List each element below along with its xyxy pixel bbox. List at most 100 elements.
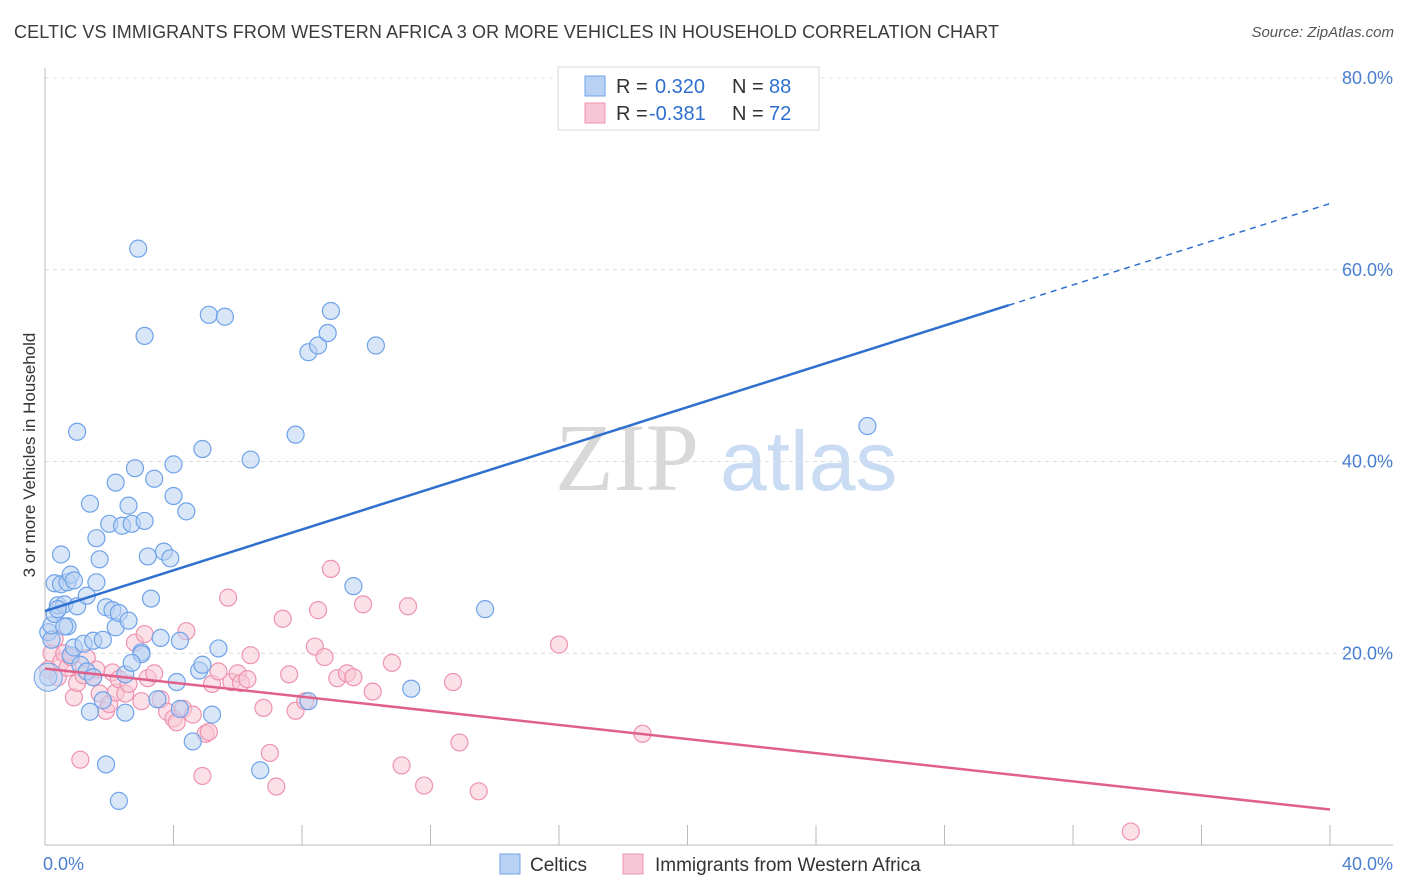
celtics-point-71 <box>286 425 305 444</box>
immigrants-point-55 <box>315 647 334 667</box>
gridlines <box>45 77 1393 654</box>
trend-lines <box>44 202 1331 811</box>
legend-swatch-celtics <box>584 75 606 97</box>
celtics-point-34 <box>106 473 125 492</box>
celtics-point-24 <box>84 668 103 687</box>
bottom-legend-celtics: Celtics <box>530 855 587 876</box>
immigrants-point-67 <box>450 733 469 752</box>
celtics-point-70 <box>251 761 270 780</box>
immigrants-trend-line <box>44 667 1331 811</box>
celtics-point-56 <box>164 455 183 474</box>
celtics-point-49 <box>138 547 157 566</box>
celtics-point-85 <box>93 630 112 649</box>
celtics-point-81 <box>858 416 877 436</box>
celtics-point-86 <box>122 653 141 672</box>
celtics-point-67 <box>209 639 228 658</box>
immigrants-point-62 <box>382 653 402 672</box>
celtics-point-84 <box>55 617 74 636</box>
immigrants-point-69 <box>549 635 569 654</box>
celtics-point-16 <box>68 422 87 441</box>
immigrants-point-71 <box>1121 822 1140 841</box>
immigrants-point-47 <box>260 743 279 763</box>
immigrants-point-46 <box>254 698 273 717</box>
legend-swatch-immigrants <box>584 102 606 124</box>
immigrants-point-61 <box>363 682 382 701</box>
watermark: ZIP atlas <box>555 404 897 511</box>
celtics-point-80 <box>476 600 495 619</box>
celtics-point-73 <box>299 692 318 711</box>
x-tick-label-min: 0.0% <box>43 854 84 874</box>
celtics-point-41 <box>119 496 138 515</box>
series-celtics-points <box>33 239 877 810</box>
chart-source: Source: ZipAtlas.com <box>1251 24 1394 41</box>
celtics-point-52 <box>148 690 167 709</box>
celtics-point-77 <box>344 577 363 596</box>
immigrants-point-27 <box>145 664 164 683</box>
immigrants-point-54 <box>308 601 328 620</box>
celtics-point-69 <box>241 450 260 469</box>
watermark-zip: ZIP <box>555 404 699 511</box>
immigrants-point-59 <box>344 668 363 687</box>
axes <box>44 68 1393 846</box>
legend-n-label-2: N = <box>732 103 764 125</box>
celtics-point-47 <box>135 326 154 346</box>
legend-bottom: Celtics Immigrants from Western Africa <box>499 853 921 876</box>
celtics-point-66 <box>202 705 222 724</box>
y-tick-label-1: 40.0% <box>1342 452 1393 472</box>
celtics-point-58 <box>170 631 190 650</box>
celtics-point-25 <box>87 529 106 548</box>
bottom-legend-swatch-celtics <box>499 853 521 875</box>
celtics-point-51 <box>145 469 164 488</box>
y-tick-label-2: 60.0% <box>1342 260 1393 280</box>
legend-r-value-1: 0.320 <box>655 76 705 98</box>
celtics-point-50 <box>141 589 161 608</box>
immigrants-point-64 <box>398 597 418 616</box>
celtics-point-75 <box>318 323 337 343</box>
immigrants-point-56 <box>321 559 341 578</box>
immigrants-point-40 <box>219 588 238 607</box>
legend-top: R = 0.320 N = 88 R = -0.381 N = 72 <box>557 66 820 131</box>
celtics-point-38 <box>116 703 135 722</box>
celtics-point-68 <box>215 307 234 326</box>
immigrants-point-37 <box>199 722 218 741</box>
celtics-point-64 <box>193 439 212 459</box>
celtics-point-21 <box>80 494 100 513</box>
celtics-point-76 <box>321 301 341 321</box>
immigrants-point-45 <box>241 646 260 665</box>
celtics-point-26 <box>87 573 106 592</box>
immigrants-point-10 <box>71 750 90 769</box>
celtics-point-48 <box>135 511 154 531</box>
celtics-point-36 <box>109 791 128 810</box>
immigrants-point-25 <box>135 624 154 644</box>
celtics-point-7 <box>51 545 71 564</box>
immigrants-point-50 <box>280 665 299 684</box>
celtics-point-59 <box>170 699 190 718</box>
celtics-point-large <box>33 662 63 692</box>
celtics-point-28 <box>93 691 112 710</box>
legend-n-value-1: 88 <box>769 76 791 98</box>
y-tick-label-3: 80.0% <box>1342 68 1393 88</box>
legend-r-label-2: R = <box>616 103 648 125</box>
y-tick-labels: 20.0% 40.0% 60.0% 80.0% <box>1342 68 1393 663</box>
bottom-legend-immigrants: Immigrants from Western Africa <box>655 855 921 876</box>
celtics-point-27 <box>90 550 109 569</box>
immigrants-point-48 <box>267 777 286 796</box>
bottom-legend-swatch-immigrants <box>622 853 644 875</box>
legend-n-value-2: 72 <box>769 103 791 125</box>
x-tick-label-max: 40.0% <box>1342 854 1393 874</box>
immigrants-point-49 <box>273 609 292 628</box>
celtics-point-60 <box>177 502 196 521</box>
immigrants-point-60 <box>353 595 373 614</box>
immigrants-point-63 <box>392 756 411 775</box>
chart-title: CELTIC VS IMMIGRANTS FROM WESTERN AFRICA… <box>14 22 1000 42</box>
celtics-point-61 <box>183 732 202 751</box>
immigrants-point-44 <box>238 670 257 689</box>
celtics-point-74 <box>308 336 328 355</box>
immigrants-point-24 <box>132 692 151 711</box>
celtics-point-63 <box>193 655 212 674</box>
celtics-point-54 <box>161 549 180 568</box>
celtics-trend-extension <box>1008 202 1331 306</box>
immigrants-point-66 <box>443 672 463 692</box>
immigrants-point-39 <box>209 662 228 681</box>
